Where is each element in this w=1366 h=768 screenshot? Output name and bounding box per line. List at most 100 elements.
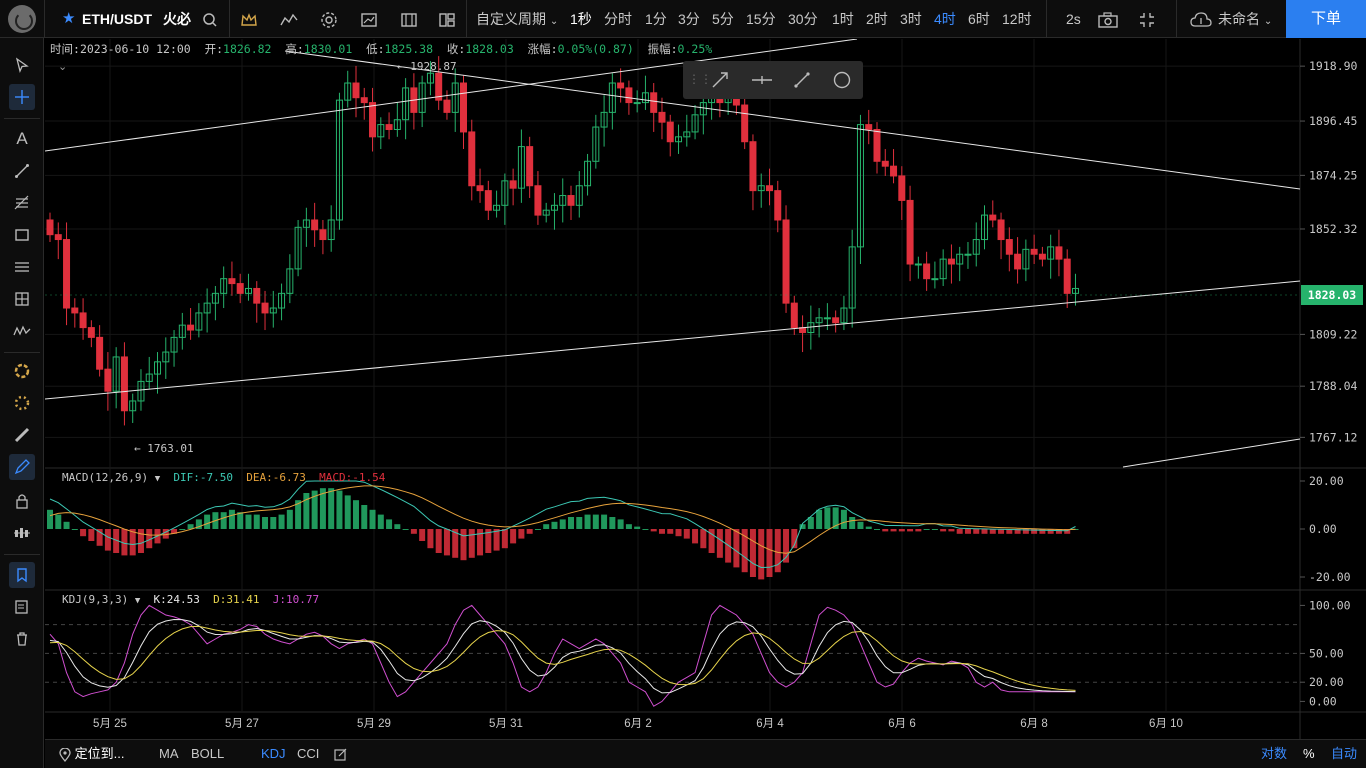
- macd-dif-line: [49, 480, 1076, 569]
- parallel-lines-icon[interactable]: [9, 254, 35, 280]
- macd-histogram-bar: [1039, 529, 1046, 534]
- period-4h[interactable]: 4时: [934, 11, 956, 27]
- ray-line-icon[interactable]: [711, 71, 729, 89]
- period-1s[interactable]: 1秒: [570, 11, 592, 27]
- indicator-boll[interactable]: BOLL: [191, 746, 225, 761]
- candle-body: [840, 307, 848, 324]
- candle-body: [509, 180, 517, 189]
- period-1h[interactable]: 1时: [832, 11, 854, 27]
- date-axis-label: 6月 6: [888, 718, 916, 730]
- fib-tool-icon[interactable]: [9, 190, 35, 216]
- period-5m[interactable]: 5分: [712, 11, 734, 27]
- hide-drawings-icon[interactable]: [9, 520, 35, 546]
- edit-indicator-icon[interactable]: [334, 740, 347, 768]
- ruler-icon[interactable]: [9, 422, 35, 448]
- candlestick-chart[interactable]: 1918.90 1896.45 1874.25 1852.32 1809.22 1788.…: [45, 39, 1366, 739]
- chevron-down-icon[interactable]: ▼: [154, 474, 161, 484]
- magnet-strong-icon[interactable]: [9, 358, 35, 384]
- rectangle-tool-icon[interactable]: [9, 222, 35, 248]
- horizontal-line-icon[interactable]: [751, 71, 773, 89]
- period-1m[interactable]: 1分: [645, 11, 667, 27]
- template-icon[interactable]: [400, 0, 418, 38]
- candle-body: [112, 356, 120, 392]
- cloud-save-icon[interactable]: [1190, 0, 1212, 38]
- bookmark-icon[interactable]: [9, 562, 35, 588]
- trash-icon[interactable]: [9, 626, 35, 652]
- crown-icon[interactable]: [240, 0, 258, 38]
- symbol-label[interactable]: ETH/USDT: [82, 11, 152, 27]
- draw-mode-icon[interactable]: [9, 454, 35, 480]
- price-axis-label: 1874.25: [1309, 168, 1357, 182]
- candle-body: [641, 92, 649, 104]
- wave-tool-icon[interactable]: [9, 318, 35, 344]
- candle-body: [939, 258, 947, 280]
- period-6h[interactable]: 6时: [968, 11, 990, 27]
- magnet-weak-icon[interactable]: [9, 390, 35, 416]
- candle-body: [87, 327, 95, 338]
- price-axis-label: 1852.32: [1309, 222, 1357, 236]
- auto-scale-toggle[interactable]: 自动: [1331, 746, 1358, 761]
- kdj-name[interactable]: KDJ(9,3,3): [62, 593, 129, 606]
- macd-axis-label: 20.00: [1309, 474, 1344, 488]
- indicator-ma[interactable]: MA: [159, 746, 179, 761]
- macd-histogram-bar: [609, 517, 616, 529]
- segment-line-icon[interactable]: [793, 71, 811, 89]
- macd-histogram-bar: [675, 529, 682, 537]
- custom-period-dropdown[interactable]: 自定义周期 ⌄: [476, 11, 559, 27]
- chevron-down-icon[interactable]: ▼: [134, 596, 141, 606]
- indicator-icon[interactable]: [280, 0, 298, 38]
- layout-name-dropdown[interactable]: 未命名 ⌄: [1218, 11, 1273, 27]
- candle-body: [898, 175, 906, 201]
- edit-list-icon[interactable]: [9, 594, 35, 620]
- period-3h[interactable]: 3时: [900, 11, 922, 27]
- text-tool-icon[interactable]: A: [16, 129, 28, 148]
- trend-line-icon[interactable]: [9, 158, 35, 184]
- crosshair-icon[interactable]: [9, 84, 35, 110]
- chevron-down-icon: ⌄: [1263, 16, 1273, 27]
- settings-gear-icon[interactable]: [320, 0, 338, 38]
- macd-histogram-bar: [1055, 529, 1062, 534]
- period-timeline[interactable]: 分时: [604, 11, 632, 27]
- grid-tool-icon[interactable]: [9, 286, 35, 312]
- candle-body: [71, 307, 79, 314]
- macd-histogram-bar: [998, 529, 1005, 534]
- log-scale-toggle[interactable]: 对数: [1261, 746, 1288, 761]
- macd-name[interactable]: MACD(12,26,9): [62, 471, 149, 484]
- cursor-arrow-icon[interactable]: [9, 52, 35, 78]
- refresh-interval[interactable]: 2s: [1066, 11, 1081, 27]
- lock-icon[interactable]: [9, 488, 35, 514]
- trend-line: [45, 39, 858, 152]
- collapse-chevron-icon[interactable]: ⌄: [58, 61, 68, 73]
- period-2h[interactable]: 2时: [866, 11, 888, 27]
- place-order-button[interactable]: 下单: [1286, 0, 1366, 38]
- locate-button[interactable]: 定位到...: [59, 740, 124, 768]
- candle-body: [559, 195, 567, 206]
- candle-body: [608, 82, 616, 113]
- period-3m[interactable]: 3分: [678, 11, 700, 27]
- circle-tool-icon[interactable]: [833, 71, 851, 89]
- period-12h[interactable]: 12时: [1002, 11, 1032, 27]
- search-icon[interactable]: [202, 0, 218, 38]
- period-15m[interactable]: 15分: [746, 11, 776, 27]
- candle-body: [964, 253, 972, 256]
- macd-histogram-bar: [923, 529, 930, 530]
- layout-icon[interactable]: [438, 0, 456, 38]
- macd-histogram-bar: [237, 512, 244, 529]
- trend-line: [1122, 438, 1301, 468]
- macd-histogram-bar: [882, 529, 889, 532]
- macd-dif: DIF:-7.50: [173, 471, 233, 484]
- period-30m[interactable]: 30分: [788, 11, 818, 27]
- macd-histogram-bar: [104, 529, 111, 551]
- drag-handle-icon[interactable]: ⋮⋮: [688, 72, 712, 86]
- favorite-star-icon[interactable]: ★: [62, 10, 76, 27]
- macd-histogram-bar: [179, 529, 186, 530]
- change-value: 0.05%(0.87): [557, 42, 634, 56]
- indicator-cci[interactable]: CCI: [297, 746, 320, 761]
- camera-icon[interactable]: [1098, 0, 1118, 38]
- macd-histogram-bar: [948, 529, 955, 532]
- compare-icon[interactable]: [360, 0, 378, 38]
- percent-scale-toggle[interactable]: %: [1303, 746, 1315, 761]
- indicator-kdj[interactable]: KDJ: [261, 746, 286, 761]
- fullscreen-icon[interactable]: [1138, 0, 1156, 38]
- candle-body: [550, 204, 558, 211]
